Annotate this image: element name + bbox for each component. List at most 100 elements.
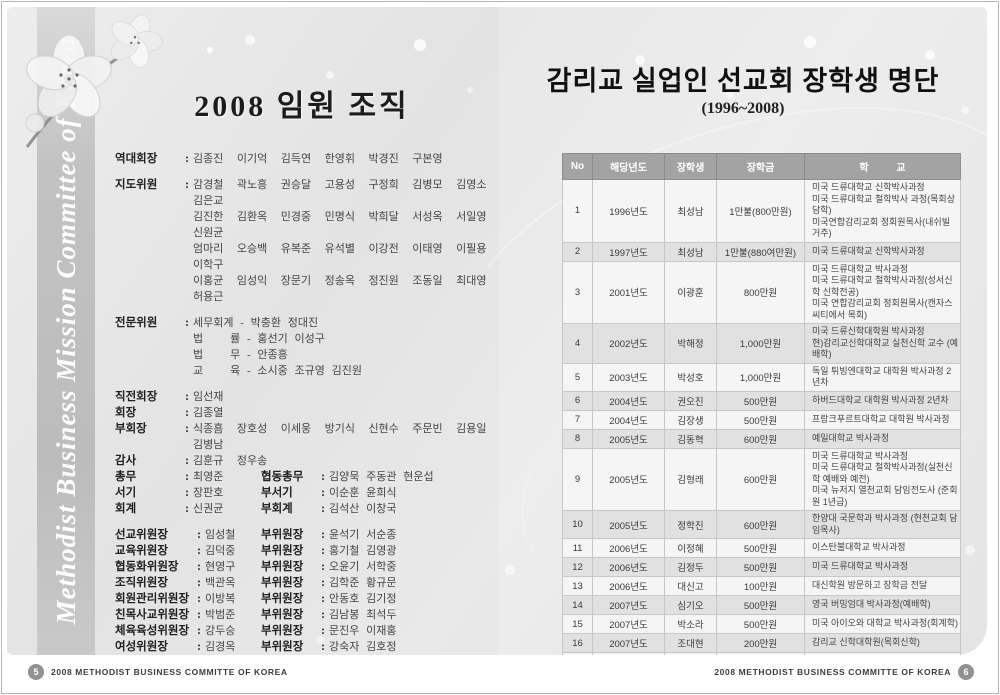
header-name: 장학생 [664,153,717,180]
table-header-row: No 해당년도 장학생 장학금 학 교 [562,153,961,180]
deputy-label: 부위원장 [261,575,325,591]
cell-year: 2003년도 [592,362,665,392]
officer-dual-left: 서기 장판호 [115,485,261,501]
committee-right: 부위원장 문진우 이재홍 [261,623,489,639]
cell-year: 2006년도 [592,576,665,596]
cell-year: 2001년도 [592,260,665,324]
officer-names-line: 세무회계 - 박충환 정대진 [193,317,319,329]
cell-amount: 600만원 [716,510,805,539]
table-row: 10 2005년도 정학진 600만원 한양대 국문학과 박사과정 (현천교회 담임목사… [562,510,961,539]
table-row: 3 2001년도 이광훈 800만원 미국 드류대학교 박사과정 미국 드류대학교 철학박… [562,260,961,324]
school-line: 미국 연합감리교회 정회원목사(캔자스 씨티에서 목회) [812,298,953,320]
committee-chair: 김경옥 [205,641,236,653]
footer-left: 5 2008 METHODIST BUSINESS COMMITTE OF KO… [28,664,288,680]
deputy-label: 부위원장 [261,559,325,575]
committee-deputies: 문진우 이재홍 [329,625,397,637]
cell-name: 정학진 [664,510,717,539]
table-row: 7 2004년도 김장생 500만원 프랑크푸르트대학교 대학원 박사과정 [562,409,961,430]
cell-school: 독일 튀빙엔대학교 대학원 박사과정 2년차 [804,362,961,392]
cell-amount: 1만불(880여만원) [716,241,805,262]
deputy-label: 부위원장 [261,543,325,559]
cell-year: 1997년도 [592,241,665,262]
cell-no: 10 [562,510,593,539]
cell-year: 2005년도 [592,447,665,511]
cell-school: 미국 드류대학교 박사과정 미국 드류대학교 철학박사과정(실천신학 예배와 예전… [804,447,961,511]
committee-label: 선교위원장 [115,527,201,543]
cell-amount: 100만원 [716,576,805,596]
cell-name: 조대현 [664,633,717,653]
page-number-badge: 5 [28,664,44,680]
table-row: 14 2007년도 심기오 500만원 영국 버밍엄대 박사과정(예배학) [562,595,961,615]
committee-right: 부위원장 안동호 김기정 [261,591,489,607]
cell-name: 최성남 [664,179,717,243]
officer-label: 직전회장 [115,389,189,405]
committee-deputies: 김남봉 최석두 [329,609,397,621]
school-line: 미국 드류대학교 박사과정 [812,450,909,461]
footer-text: 2008 METHODIST BUSINESS COMMITTE OF KORE… [51,667,288,677]
committee-left: 선교위원장 임성철 [115,527,261,543]
cell-amount: 800만원 [716,260,805,324]
committee-label: 친목사교위원장 [115,607,201,623]
cell-no: 14 [562,595,593,615]
committee-row: 회원관리위원장 이방복 부위원장 안동호 김기정 [115,591,489,607]
cell-school: 한양대 국문학과 박사과정 (현천교회 담임목사) [804,510,961,539]
committee-row: 여성위원장 김경옥 부위원장 강숙자 김호정 [115,639,489,655]
school-line: 미국 드류대학교 철학박사과정(성서신학 신학전공) [812,275,953,297]
officer-dual-right: 협동총무 김양묵 주동관 현운섭 [261,469,489,485]
cell-amount: 1만불(800만원) [716,179,805,243]
cell-name: 심기오 [664,595,717,615]
committee-chair: 강두승 [205,625,236,637]
header-year: 해당년도 [592,153,665,180]
cell-amount: 500만원 [716,538,805,558]
officer-label: 회계 [115,501,189,517]
officer-names-line: 김진한 김환옥 민경중 민명식 박희달 서성옥 서일영 신원균 [193,211,501,239]
officer-names-line: 김종진 이기억 김득연 한영휘 박경진 구본영 [193,153,443,165]
committee-right: 부위원장 홍기철 김영광 [261,543,489,559]
cell-amount: 500만원 [716,595,805,615]
page-number-badge: 6 [958,664,974,680]
officer-dual-left: 총무 최영준 [115,469,261,485]
cell-amount: 200만원 [716,652,805,655]
cell-amount: 1,000만원 [716,362,805,392]
deputy-label: 부위원장 [261,527,325,543]
cell-no: 11 [562,538,593,558]
committee-deputies: 김학준 황규문 [329,577,397,589]
officer-label: 서기 [115,485,189,501]
table-row: 12 2006년도 김정두 500만원 미국 드류대학교 박사과정 [562,557,961,577]
cell-school: 감리교 신학대학원(실천신학) [804,652,961,655]
committee-label: 교육위원장 [115,543,201,559]
table-row: 172007년도정재흠200만원감리교 신학대학원(실천신학) [562,652,961,655]
officer-names-line: 엄마리 오승백 유복준 유석별 이강전 이태영 이필용 이학구 [193,243,501,271]
officer-group-names: 세무회계 - 박충환 정대진 법 률 - 홍선기 이성구 법 무 - 안종흥 교 육 … [193,315,489,379]
cell-name: 김형래 [664,447,717,511]
school-line: 프랑크푸르트대학교 대학원 박사과정 [812,413,950,424]
cell-year: 2004년도 [592,390,665,411]
cell-school: 미국 아이오와 대학교 박사과정(회계학) [804,614,961,634]
school-line: 미국 드류대학교 철학박사 과정(목회상담학) [812,193,955,216]
officer-dual-left: 회계 신권균 [115,501,261,517]
school-line: 대신학원 방문하고 장학금 전달 [812,580,928,591]
committee-left: 체육육성위원장 강두승 [115,623,261,639]
table-row: 6 2004년도 권오진 500만원 하버드대학교 대학원 박사과정 2년차 [562,390,961,411]
cell-name: 이정혜 [664,538,717,558]
cell-no: 9 [562,447,593,511]
blossom-decoration [25,14,163,148]
footer-text: 2008 METHODIST BUSINESS COMMITTE OF KORE… [714,667,951,677]
cell-school: 미국 드류대학교 신학박사과정 [804,241,961,262]
cell-school: 대신학원 방문하고 장학금 전달 [804,576,961,596]
officer-names-line: 이홍균 임성익 장문기 정송옥 정진원 조동일 최대영 허용근 [193,275,501,303]
cell-amount: 600만원 [716,447,805,511]
cell-school: 감리교 신학대학원(목회신학) [804,633,961,653]
officer-dual-row: 회계 신권균 부회계 김석산 이창국 [115,501,489,517]
table-row: 15 2007년도 박소라 500만원 미국 아이오와 대학교 박사과정(회계학) [562,614,961,634]
cell-amount: 500만원 [716,409,805,430]
cell-year: 2002년도 [592,323,665,364]
school-line: 독일 튀빙엔대학교 대학원 박사과정 2년차 [812,365,952,388]
cell-school: 이스탄불대학교 박사과정 [804,538,961,558]
officer-label: 부회계 [261,501,325,517]
committee-label: 체육육성위원장 [115,623,201,639]
officer-label: 감사 [115,453,189,469]
